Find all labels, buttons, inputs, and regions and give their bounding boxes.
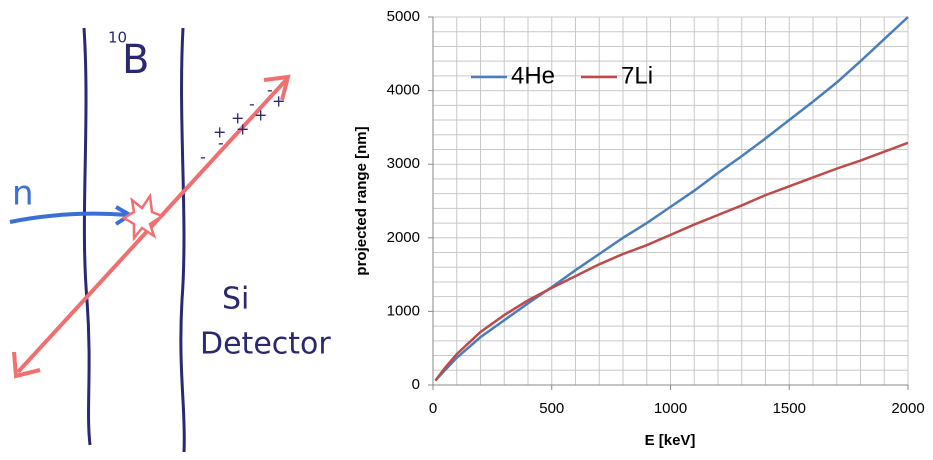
- legend-label: 7Li: [621, 62, 653, 89]
- charges: -+-++-+-+: [200, 81, 285, 167]
- reaction-star: [124, 196, 162, 238]
- y-tick-label: 2000: [387, 229, 420, 246]
- detector-label: Detector: [200, 327, 331, 362]
- x-tick-label: 1000: [654, 400, 687, 417]
- y-tick-label: 0: [412, 376, 420, 393]
- neutron-arrow: [10, 214, 128, 222]
- x-axis-label: E [keV]: [645, 432, 696, 449]
- chart: projected range [nm] E [keV] 0 1000 2000 30…: [353, 8, 925, 449]
- y-tick-label: 1000: [387, 302, 420, 319]
- page: {"diagram": {"isotope_mass": "10", "elem…: [0, 0, 933, 460]
- charge: +: [272, 92, 285, 111]
- x-tick-label: 2000: [891, 400, 924, 417]
- y-tick-label: 4000: [387, 82, 420, 99]
- element-label: B: [122, 37, 149, 83]
- detector-label: Si: [222, 282, 249, 317]
- charge: -: [200, 148, 206, 167]
- boron-layer-edge: [84, 28, 90, 445]
- figure: 10 B n -+-++-+-+ Si Detector projected r…: [0, 0, 933, 460]
- charge: +: [254, 106, 267, 125]
- y-tick-label: 3000: [387, 155, 420, 172]
- detector-edge: [181, 28, 184, 452]
- x-tick-label: 0: [429, 400, 437, 417]
- charge: -: [218, 134, 224, 153]
- legend-label: 4He: [511, 62, 555, 89]
- y-axis-label: projected range [nm]: [353, 126, 370, 275]
- charge: +: [236, 120, 249, 139]
- neutron-label: n: [12, 174, 34, 214]
- diagram: 10 B n -+-++-+-+ Si Detector: [10, 28, 331, 452]
- x-tick-label: 1500: [773, 400, 806, 417]
- x-tick-label: 500: [539, 400, 564, 417]
- y-tick-label: 5000: [387, 8, 420, 25]
